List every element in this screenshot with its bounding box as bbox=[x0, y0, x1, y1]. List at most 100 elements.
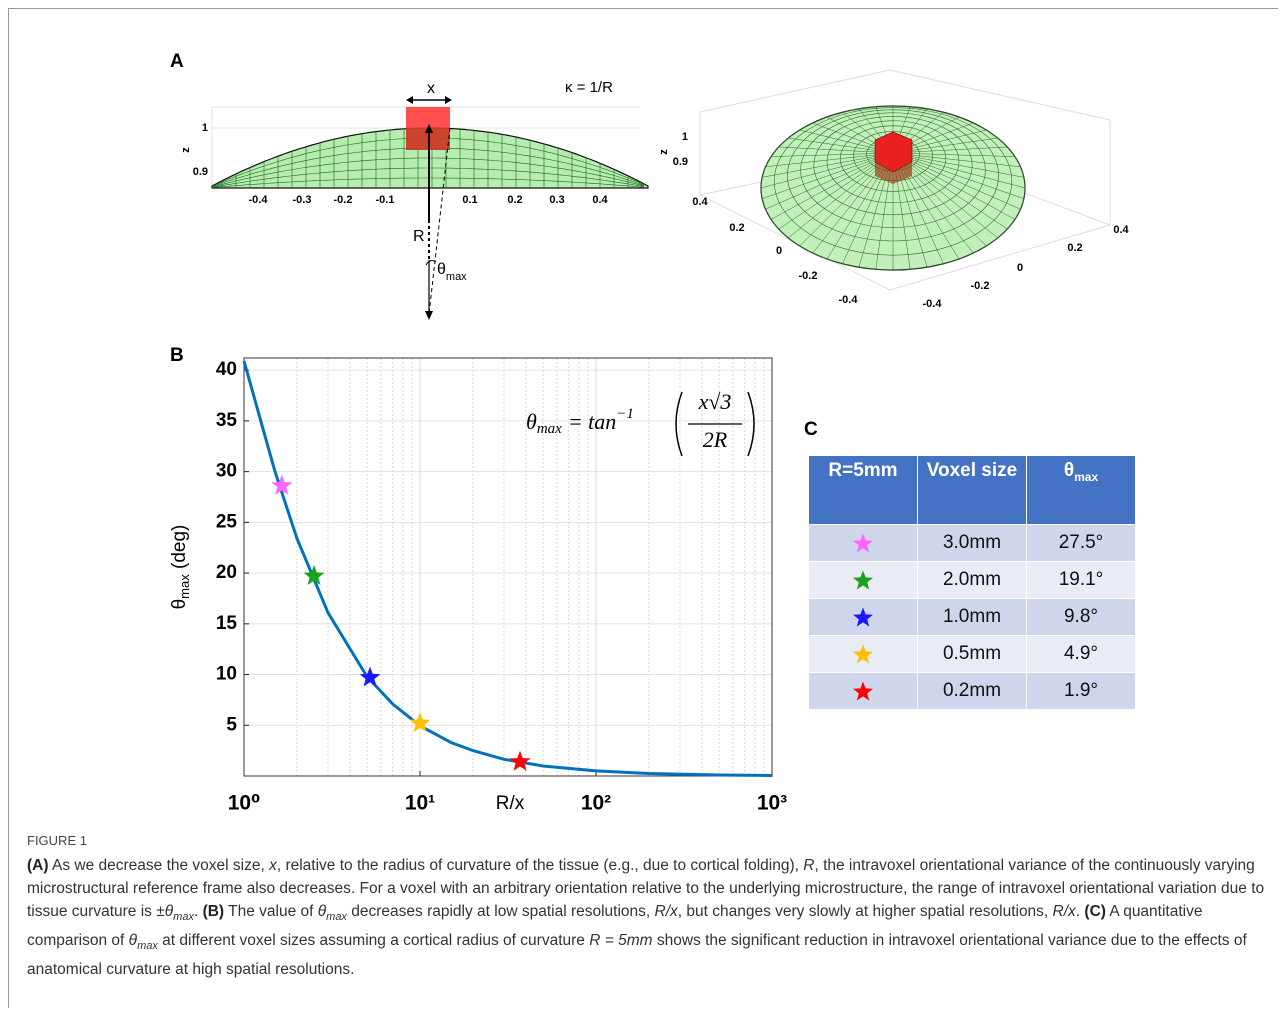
x-tick-label: 10¹ bbox=[405, 792, 435, 815]
y-tick-label: 5 bbox=[226, 714, 237, 735]
equation: κ = 1/R bbox=[565, 79, 613, 96]
caption-text: x bbox=[269, 857, 277, 874]
star-icon bbox=[853, 570, 873, 590]
x-axis-label: R/x bbox=[496, 793, 525, 814]
caption-text: (C) bbox=[1084, 903, 1106, 920]
mesh-spoke bbox=[892, 152, 1016, 220]
theta-cell: 1.9° bbox=[1026, 672, 1136, 710]
y-tick-label: 25 bbox=[216, 511, 238, 532]
mesh-spoke bbox=[892, 152, 1024, 178]
caption-text: (B) bbox=[202, 903, 225, 920]
theta-cell: 9.8° bbox=[1026, 598, 1136, 636]
star-marker bbox=[409, 712, 431, 733]
mesh-spoke bbox=[892, 152, 1026, 189]
header-text: θ bbox=[1063, 460, 1075, 481]
panel-a-left: x κ = 1/R z 1 0.9 -0.4 -0.3 -0.2 -0.1 0.1 0.2 0.3 0.… bbox=[180, 79, 649, 320]
axis-label: z bbox=[658, 149, 670, 155]
caption-text: θ bbox=[164, 903, 174, 920]
table: R=5mm Voxel size θmax 3.0mm 27.5° 2.0mm 19.… bbox=[808, 455, 1136, 710]
y-label-symbol: θ bbox=[169, 599, 190, 610]
marker-icon bbox=[853, 644, 873, 664]
angle-label: θmax bbox=[437, 261, 467, 283]
tick-label: -0.2 bbox=[334, 194, 353, 206]
corner-ray bbox=[428, 127, 451, 315]
y-tick-label: 30 bbox=[216, 461, 237, 482]
tick-label: -0.4 bbox=[249, 194, 269, 206]
tick-label: 0 bbox=[776, 245, 782, 257]
y-tick-label: 35 bbox=[216, 410, 238, 431]
x-tick-label: 10³ bbox=[757, 792, 787, 815]
tick-label: 0.2 bbox=[729, 222, 744, 234]
star-marker bbox=[271, 474, 293, 495]
y-tick-label: 40 bbox=[216, 359, 237, 380]
caption-text: at different voxel sizes assuming a cort… bbox=[157, 932, 590, 950]
mesh-spoke bbox=[762, 152, 894, 178]
caption-text: R/x bbox=[654, 903, 678, 920]
marker-cell bbox=[808, 598, 918, 636]
caption-text: (A) bbox=[27, 857, 49, 874]
panel-a-right: z 1 0.9 0.4 0.2 0 -0.2 -0.4 0.4 0.2 0 -0.2 -0.4 bbox=[658, 69, 1130, 310]
mesh-spoke bbox=[770, 152, 894, 220]
voxel-cell: 0.2mm bbox=[917, 672, 1027, 710]
mesh-spoke bbox=[778, 152, 894, 230]
table-row: 2.0mm 19.1° bbox=[808, 561, 1136, 599]
axis-label: z bbox=[180, 147, 192, 153]
voxel-cell: 2.0mm bbox=[917, 561, 1027, 599]
marker-cell bbox=[808, 635, 918, 673]
caption-text: , the intravoxel orientational variance … bbox=[27, 857, 1265, 920]
caption-text: . bbox=[193, 903, 203, 920]
table-row: 0.5mm 4.9° bbox=[808, 635, 1136, 673]
tick-label: -0.4 bbox=[839, 294, 859, 306]
header-cell: θmax bbox=[1026, 455, 1136, 525]
tick-label: 1 bbox=[682, 131, 688, 143]
tick-label: -0.4 bbox=[923, 298, 943, 310]
header-cell: Voxel size bbox=[917, 455, 1027, 525]
figure-label: FIGURE 1 bbox=[27, 833, 87, 848]
tick-label: 0.2 bbox=[507, 194, 522, 206]
y-label-rest: (deg) bbox=[169, 525, 190, 575]
marker-icon bbox=[853, 607, 873, 627]
table-row: 1.0mm 9.8° bbox=[808, 598, 1136, 636]
table-header: R=5mm Voxel size θmax bbox=[808, 455, 1136, 525]
mesh-spoke bbox=[892, 152, 1008, 230]
mesh-spoke bbox=[892, 152, 1021, 210]
y-tick-label: 20 bbox=[216, 562, 237, 583]
mesh-spoke bbox=[760, 152, 894, 189]
tick-label: 1 bbox=[202, 122, 208, 134]
formula-sup: −1 bbox=[616, 406, 634, 422]
formula-numerator: x√3 bbox=[698, 389, 732, 414]
marker-cell bbox=[808, 672, 918, 710]
frame bbox=[8, 8, 1278, 1008]
box-line bbox=[889, 69, 1111, 225]
formula-sub: max bbox=[537, 421, 562, 437]
angle-symbol: θ bbox=[437, 261, 446, 278]
mesh-spoke bbox=[762, 152, 894, 199]
caption-text: R = 5mm bbox=[589, 932, 653, 950]
dimension-label: x bbox=[427, 80, 435, 97]
star-icon bbox=[853, 607, 873, 627]
tick-label: 0.4 bbox=[592, 194, 608, 206]
tick-label: 0 bbox=[1017, 262, 1023, 274]
marker-icon bbox=[853, 570, 873, 590]
formula-lhs: θ bbox=[526, 409, 537, 434]
panel-label: A bbox=[170, 51, 184, 72]
radius-label: R bbox=[413, 228, 425, 245]
caption-text: decreases rapidly at low spatial resolut… bbox=[346, 903, 655, 920]
caption-text: , relative to the radius of curvature of… bbox=[276, 857, 804, 874]
table-row: 3.0mm 27.5° bbox=[808, 524, 1136, 562]
y-tick-label: 15 bbox=[216, 613, 238, 634]
caption-text: shows the significant reduction in intra… bbox=[27, 932, 1247, 979]
star-marker bbox=[509, 750, 531, 771]
header-cell: R=5mm bbox=[808, 455, 918, 525]
caption-text: R/x bbox=[1052, 903, 1076, 920]
mesh-spoke bbox=[892, 152, 1015, 157]
caption-text: max bbox=[326, 911, 347, 924]
tick-label: 0.2 bbox=[1067, 242, 1082, 254]
x-tick-label: 10⁰ bbox=[228, 792, 261, 815]
star-icon bbox=[853, 681, 873, 701]
voxel-cell: 3.0mm bbox=[917, 524, 1027, 562]
star-marker bbox=[303, 565, 325, 585]
mesh-spoke bbox=[765, 152, 894, 210]
caption: (A) As we decrease the voxel size, x, re… bbox=[27, 854, 1267, 981]
